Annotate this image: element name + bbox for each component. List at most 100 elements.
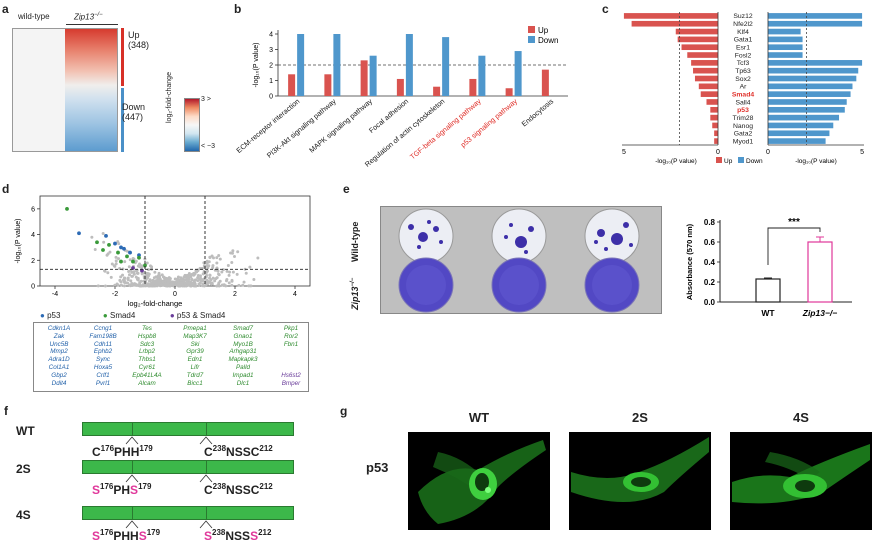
d-point-other — [123, 260, 127, 264]
construct-name: 2S — [16, 462, 31, 476]
d-point-other — [211, 276, 215, 280]
tf-bar-chart: Suz12Nfe2l2Klf4Gata1Esr1Fosl2Tcf3Tp63Sox… — [622, 12, 864, 165]
d-point-other — [113, 283, 117, 287]
d-point-other — [202, 284, 206, 288]
gene-name: Bmper — [281, 379, 301, 387]
d-point-other — [192, 273, 196, 277]
absorbance-bar-chart: 0.0 0.2 0.4 0.6 0.8 Absorbance (570 nm) WT Zip1… — [685, 217, 852, 318]
d-point-other — [108, 250, 112, 254]
d-point-other — [127, 273, 131, 277]
d-point-other — [155, 280, 159, 284]
gene-column: Pmepa1 Map3K7 Ski Gpr39 Edn1 Lifr Tdrd7 Bicc1 — [174, 325, 216, 387]
volcano-plot: -4 -2 0 2 4 0 2 4 6 log₂-fold-change -log₁₀(P valu… — [15, 195, 311, 308]
c-category-label: Sall4 — [735, 99, 750, 106]
row-label-wildtype: Wild-type — [350, 221, 360, 262]
c-legend-up: Up — [724, 158, 733, 165]
b-bar-up — [396, 78, 404, 96]
d-point-other — [183, 281, 187, 285]
d-point-other — [174, 283, 178, 287]
gene-name: Cyr61 — [138, 363, 156, 371]
b-bar-up — [541, 69, 549, 96]
motif-tick — [132, 506, 133, 520]
b-bar-down — [514, 51, 522, 96]
d-point-other — [205, 261, 209, 265]
d-point-other — [112, 264, 116, 268]
motif-connectors — [125, 436, 213, 445]
gene-name: Smad7 — [233, 325, 253, 332]
d-point-other — [187, 275, 191, 279]
d-frame — [39, 195, 311, 287]
c-bar-down — [768, 114, 840, 121]
b-bar-up — [324, 74, 332, 96]
d-point-other — [229, 251, 233, 255]
d-point-other — [102, 240, 106, 244]
gene-name: Mmp2 — [50, 348, 68, 356]
d-point-other — [207, 264, 211, 268]
d-point-other — [211, 264, 215, 268]
d-point-other — [217, 273, 221, 277]
gene-name: Sync — [96, 356, 110, 364]
d-point-other — [205, 279, 209, 283]
d-point-other — [156, 277, 160, 281]
d-point-other — [201, 282, 205, 286]
c-bar-down — [768, 44, 803, 51]
c-category-label: Nfe2l2 — [733, 21, 753, 28]
e-ytick-label: 0.8 — [704, 218, 716, 227]
wild-type-header: wild-type — [18, 12, 50, 21]
c-bar-up — [677, 36, 718, 43]
d-point-other — [141, 284, 145, 288]
d-point-other — [117, 242, 121, 246]
scale-title: log₂-fold-change — [166, 72, 173, 123]
d-xtick-label: 2 — [233, 291, 237, 298]
gene-name: Tes — [142, 325, 152, 332]
d-point-other — [109, 275, 113, 279]
d-point-other — [103, 269, 107, 273]
c-category-label: Nanog — [733, 123, 753, 130]
d-point-other — [194, 278, 198, 282]
d-point-other — [256, 256, 260, 260]
heatmap — [12, 28, 118, 152]
gene-name: Pkp1 — [283, 325, 299, 332]
motif-sequence-right: S238NSSS212 — [204, 528, 272, 543]
gene-name: Gpr39 — [186, 348, 204, 356]
c-category-label: Gata2 — [734, 131, 753, 138]
c-category-label: Trim28 — [733, 115, 754, 122]
zip13-header: Zip13−/− — [74, 12, 103, 22]
d-point-other — [145, 261, 149, 265]
down-label: Down (447) — [122, 102, 146, 122]
d-point-other — [248, 265, 252, 269]
gene-name: Crlf1 — [96, 371, 110, 379]
d-point-smad4 — [65, 206, 69, 211]
motif-connector — [199, 474, 213, 483]
d-point-smad4 — [119, 259, 123, 264]
motif-sequence-left: C176PHH179 — [92, 444, 153, 459]
b-bar-down — [442, 37, 450, 96]
d-point-other — [161, 280, 165, 284]
c-category-label: p53 — [737, 107, 749, 114]
d-point-other — [236, 250, 240, 254]
d-point-other — [157, 271, 161, 275]
c-bar-down — [768, 130, 830, 137]
micrograph-2s — [569, 432, 711, 530]
d-point-other — [222, 283, 226, 287]
micro-title-2s: 2S — [632, 410, 648, 425]
d-point-other — [252, 278, 256, 282]
b-category-label: MAPK signaling pathway — [307, 96, 374, 154]
d-point-other — [152, 276, 156, 280]
d-point-other — [197, 282, 201, 286]
d-point-other — [202, 272, 206, 276]
b-bar-down — [478, 55, 486, 96]
d-point-other — [110, 262, 114, 266]
d-point-other — [146, 276, 150, 280]
row-label-zip13: Zip13−/− — [350, 277, 360, 310]
up-bar — [121, 28, 124, 86]
c-bar-down — [768, 99, 847, 105]
gene-column: Tes Hspb8 Sdc3 Lrbp2 Thbs1 Cyr61 Epb41L4A Alcam — [126, 325, 168, 387]
d-ytick-label: 2 — [31, 258, 35, 265]
e-significance-bracket — [767, 227, 821, 265]
gene-name: Unc5B — [49, 340, 69, 348]
d-point-other — [205, 270, 209, 274]
c-bar-up — [631, 20, 718, 27]
d-point-other — [144, 283, 148, 287]
b-legend-down: Down — [538, 36, 558, 45]
